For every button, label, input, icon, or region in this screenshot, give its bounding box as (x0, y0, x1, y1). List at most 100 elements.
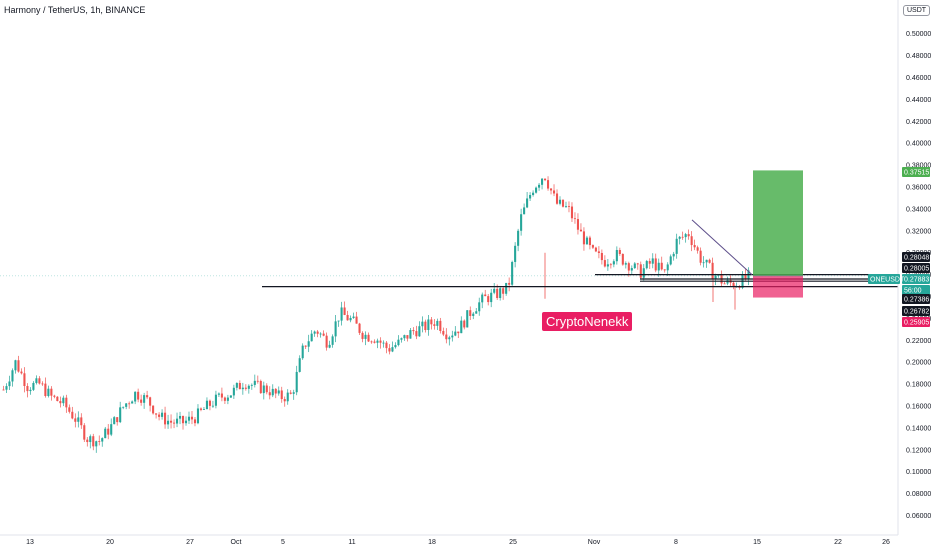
candle-body (564, 206, 568, 207)
price-badge (902, 274, 930, 284)
candle-body (71, 411, 74, 419)
candle-body (119, 407, 122, 423)
candle-body (397, 339, 400, 346)
candle-body (505, 282, 508, 294)
candle-body (307, 341, 310, 347)
candle-body (433, 324, 436, 326)
candle-body (95, 441, 98, 447)
candle-body (38, 378, 41, 384)
candle-body (128, 403, 131, 405)
candle-body (175, 418, 179, 424)
time-tick-label: 20 (106, 539, 114, 546)
candle-body (618, 250, 621, 254)
candle-body (116, 417, 119, 423)
price-badge (902, 252, 930, 262)
time-tick-label: 8 (674, 539, 678, 546)
time-tick-label: 15 (753, 539, 761, 546)
candle-body (190, 416, 194, 420)
candle-body (113, 417, 116, 425)
time-tick-label: 11 (348, 539, 355, 546)
candle-body (50, 388, 53, 396)
candle-body (561, 199, 565, 207)
candle-body (466, 310, 469, 328)
candle-body (663, 269, 666, 271)
candle-body (687, 234, 690, 237)
candle-body (669, 256, 672, 265)
candle-body (89, 436, 92, 443)
candle-body (472, 313, 475, 316)
candle-body (379, 340, 382, 343)
candle-body (229, 395, 232, 398)
candle-body (630, 268, 633, 271)
candle-body (567, 206, 571, 207)
candle-body (322, 333, 325, 336)
time-axis[interactable]: 13 20 27 Oct 5 11 18 25 Nov 8 15 22 26 (26, 539, 890, 546)
candle-body (415, 331, 418, 337)
candle-body (56, 396, 59, 402)
candle-body (310, 333, 313, 342)
candle-body (702, 262, 705, 264)
candle-body (502, 288, 505, 294)
candle-body (714, 275, 717, 279)
candle-body (53, 395, 56, 397)
price-tick-label: 0.50000 (906, 31, 931, 38)
candle-body (62, 397, 65, 404)
candle-body (355, 316, 358, 324)
candle-body (526, 198, 529, 208)
chart-title: Harmony / TetherUS, 1h, BINANCE (4, 5, 146, 15)
candle-body (208, 400, 211, 406)
candle-body (2, 389, 5, 391)
candle-body (520, 214, 523, 231)
candle-body (463, 320, 466, 328)
candle-body (220, 393, 223, 398)
candle-body (140, 399, 143, 403)
candle-body (639, 264, 642, 278)
candle-body (696, 247, 699, 251)
candle-body (244, 387, 247, 389)
candle-body (723, 283, 726, 285)
candle-body (469, 310, 472, 316)
price-tick-label: 0.34000 (906, 206, 931, 213)
candle-body (5, 386, 8, 390)
candle-body (481, 294, 484, 303)
candle-body (178, 415, 182, 419)
price-badge-label: 0.27386 (904, 297, 929, 304)
candle-body (74, 418, 77, 422)
candle-body (241, 387, 244, 390)
price-badge-label: 0.28048 (904, 255, 929, 262)
candle-body (508, 282, 511, 285)
candle-body (262, 385, 265, 394)
candle-body (579, 229, 582, 232)
candle-body (352, 316, 355, 318)
candle-body (385, 342, 388, 349)
candle-body (549, 188, 553, 191)
candle-body (331, 336, 334, 345)
candle-body (346, 314, 349, 321)
price-tick-label: 0.22000 (906, 338, 931, 345)
price-tick-label: 0.10000 (906, 469, 931, 476)
candle-body (403, 335, 406, 339)
price-badge-label: 56:00 (904, 288, 922, 295)
candle-body (319, 333, 322, 335)
candle-body (98, 441, 101, 442)
candle-body (421, 321, 424, 327)
candle-body (606, 264, 609, 267)
candle-body (672, 253, 675, 257)
candle-body (529, 195, 532, 199)
price-tick-label: 0.42000 (906, 119, 931, 126)
price-tick-label: 0.40000 (906, 141, 931, 148)
candle-body (304, 345, 307, 347)
currency-unit-button[interactable]: USDT (903, 5, 931, 16)
candle-body (666, 264, 669, 271)
position-loss-zone (753, 275, 803, 298)
candle-body (295, 371, 298, 393)
candle-body (594, 247, 597, 252)
candle-body (388, 348, 391, 352)
candle-body (487, 296, 490, 303)
candle-body (364, 334, 367, 339)
price-tick-label: 0.46000 (906, 75, 931, 82)
candle-body (68, 407, 71, 412)
price-badge-label: 0.27883 (904, 277, 929, 284)
candle-body (223, 397, 226, 401)
